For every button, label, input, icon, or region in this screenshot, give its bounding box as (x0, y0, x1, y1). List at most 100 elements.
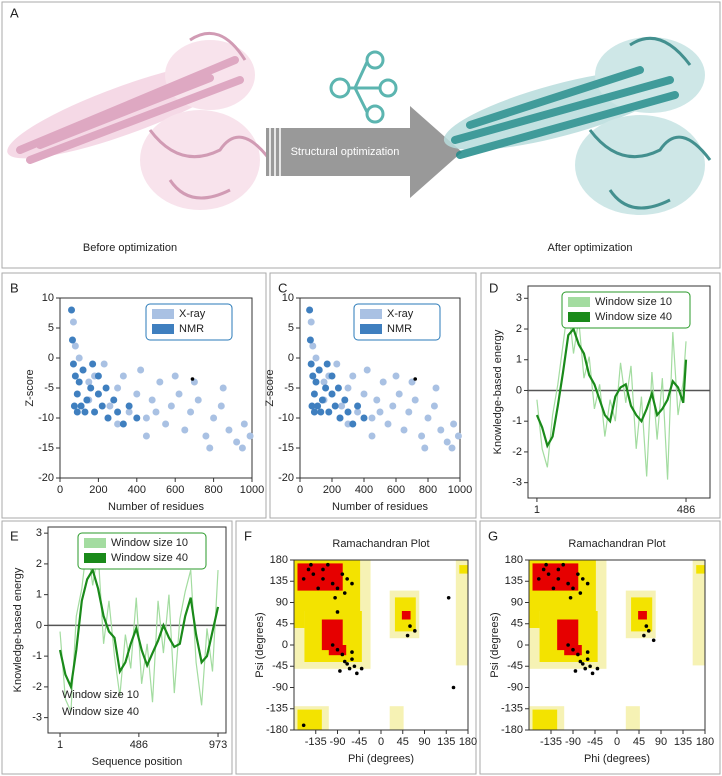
point (583, 666, 588, 671)
point (167, 402, 175, 410)
y-tick-label: 3 (516, 292, 522, 304)
point (219, 384, 227, 392)
point (561, 562, 566, 567)
y-tick-label: -45 (507, 660, 523, 672)
point (405, 408, 413, 416)
point (311, 572, 316, 576)
point (125, 408, 133, 416)
x-tick-label: 180 (459, 736, 477, 748)
point (73, 390, 81, 398)
y-tick-label: 0 (516, 384, 522, 396)
y-axis-label: Psi (degrees) (254, 612, 266, 677)
x-tick-label: 973 (209, 739, 227, 751)
point (100, 360, 108, 368)
point (448, 444, 456, 452)
y-tick-label: 10 (42, 292, 54, 304)
x-tick-label: 0 (614, 736, 620, 748)
loop (588, 36, 712, 210)
point (171, 372, 179, 380)
point (312, 354, 320, 362)
node (365, 50, 385, 70)
chart-panel: B 0 200 400 600 800 1000 -20 -15 -10 -5 0 5 10 Number … (1, 272, 267, 519)
point (350, 657, 354, 661)
panel-label: E (10, 528, 19, 543)
point (344, 408, 352, 416)
x-tick-label: 800 (419, 484, 437, 496)
point (344, 384, 352, 392)
x-tick-label: 45 (633, 736, 645, 748)
y-tick-label: -3 (32, 712, 42, 724)
point (345, 662, 349, 666)
legend-label: Window size 10 (595, 296, 672, 308)
point (389, 402, 397, 410)
x-tick-label: 486 (677, 504, 695, 516)
y-tick-label: 90 (276, 596, 288, 608)
point (585, 657, 590, 661)
helix (16, 56, 244, 164)
y-tick-label: 0 (36, 619, 42, 631)
point (70, 402, 78, 410)
point (104, 414, 112, 422)
x-axis-label: Phi (degrees) (348, 753, 414, 765)
point (326, 562, 330, 567)
point (437, 426, 445, 434)
y-tick-label: -20 (38, 472, 54, 484)
y-tick-label: 3 (36, 527, 42, 539)
point (384, 420, 392, 428)
region (692, 560, 705, 666)
point (217, 402, 225, 410)
region (459, 565, 468, 574)
point (85, 378, 93, 386)
x-tick-label: -90 (565, 736, 581, 748)
point (333, 595, 337, 600)
y-tick-label: -15 (278, 442, 294, 454)
point (432, 384, 440, 392)
y-axis-label: Z-score (264, 369, 276, 406)
point (349, 372, 357, 380)
y-tick-label: 45 (511, 618, 523, 630)
point (338, 402, 346, 410)
region (455, 560, 468, 666)
point (405, 633, 410, 638)
point (69, 360, 77, 368)
y-tick-label: 2 (36, 558, 42, 570)
y-tick-label: 45 (276, 618, 288, 630)
point (413, 629, 417, 633)
point (354, 408, 362, 416)
point (450, 420, 458, 428)
point (309, 342, 317, 350)
point (312, 378, 320, 386)
point (355, 671, 359, 676)
point (451, 685, 456, 690)
point (411, 396, 419, 404)
protein-after (443, 36, 712, 215)
point (354, 402, 362, 410)
legend-label: Window size 40 (111, 552, 188, 564)
y-tick-label: 180 (505, 554, 523, 566)
legend-label: Window size 10 (111, 537, 188, 549)
point (576, 652, 580, 657)
y-tick-label: -15 (38, 442, 54, 454)
x-axis-label: Number of residues (332, 501, 428, 513)
point (71, 342, 79, 350)
point (376, 408, 384, 416)
y-axis-label: Knowledge-based energy (492, 329, 504, 454)
x-tick-label: 1000 (448, 484, 472, 496)
arrow-stripes (269, 128, 281, 176)
point (571, 647, 575, 652)
point (321, 567, 325, 572)
point (114, 420, 122, 428)
x-axis-label: Sequence position (92, 756, 183, 768)
point (133, 390, 141, 398)
point (566, 581, 570, 586)
point (536, 577, 541, 581)
point (580, 662, 585, 666)
point (646, 629, 651, 633)
y-axis-label: Knowledge-based energy (12, 567, 24, 692)
region (389, 706, 404, 730)
point (573, 669, 578, 673)
y-axis-label: Psi (degrees) (489, 612, 501, 677)
point (345, 577, 349, 581)
